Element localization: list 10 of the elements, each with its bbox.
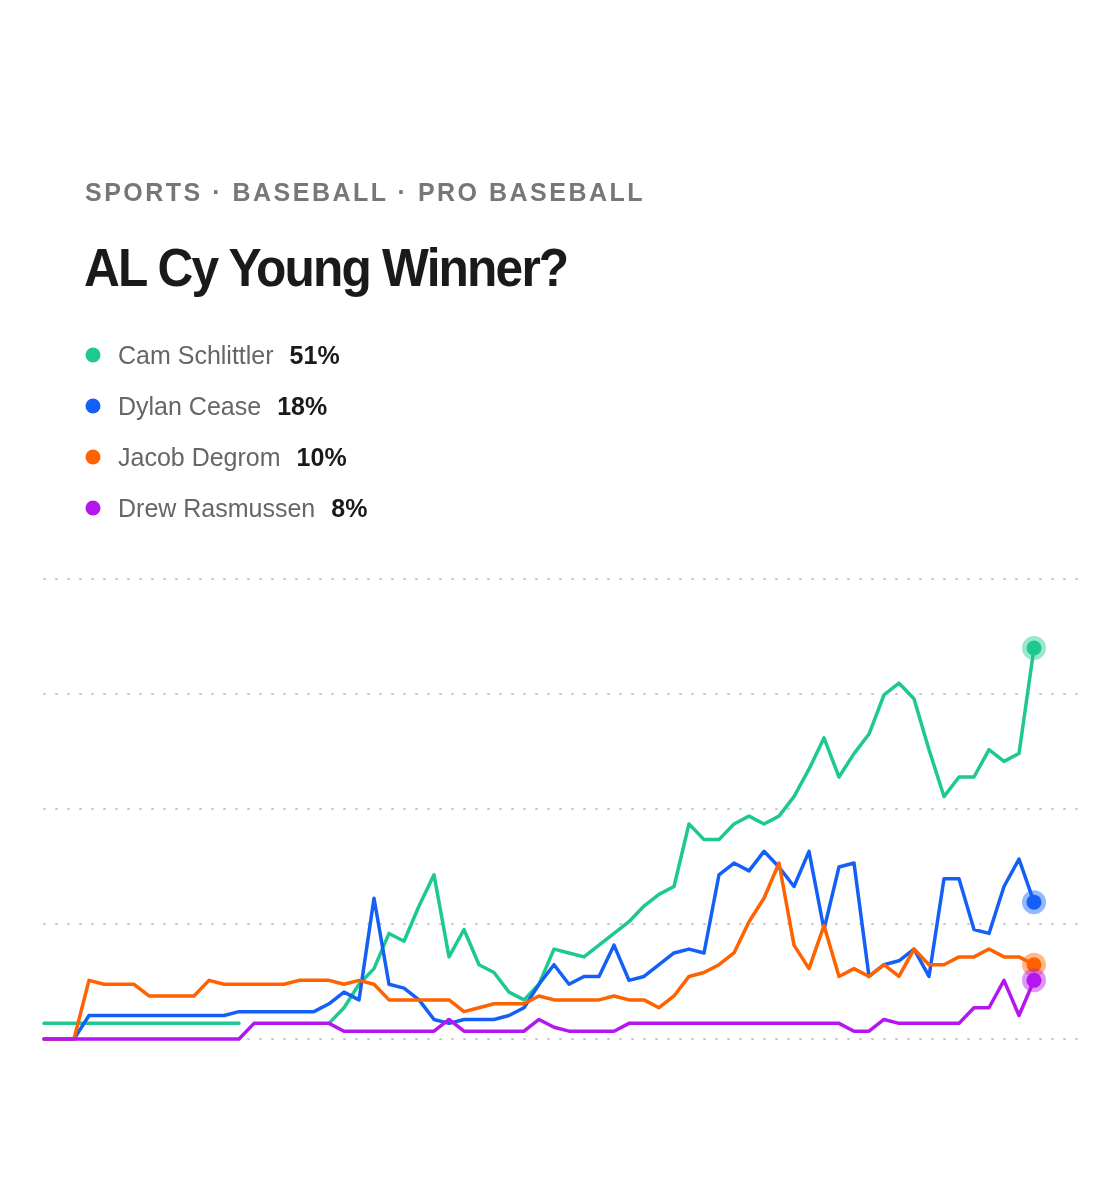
legend-label: Dylan Cease — [118, 392, 262, 420]
text: 8% — [331, 494, 368, 522]
legend-label: Drew Rasmussen — [118, 494, 316, 522]
chart-title: AL Cy Young Winner? — [84, 237, 568, 298]
text: 10% — [296, 443, 347, 471]
chart-subtitle: SPORTS · BASEBALL · PRO BASEBALL — [85, 178, 646, 206]
legend-label: Cam Schlittler — [118, 341, 274, 369]
text: 18% — [277, 392, 328, 420]
text: 51% — [289, 341, 340, 369]
legend-label: Jacob Degrom — [118, 443, 281, 471]
